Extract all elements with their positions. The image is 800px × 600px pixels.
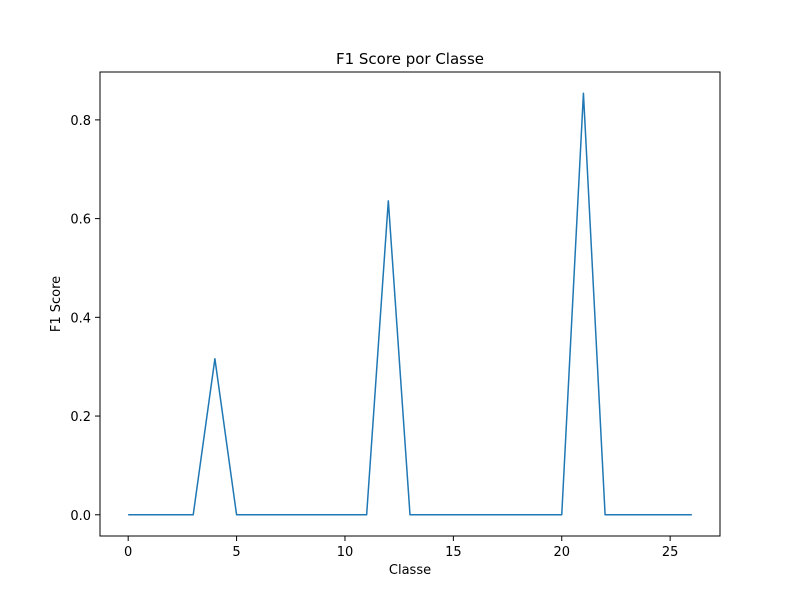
y-tick-label: 0.4 [70,311,91,326]
y-axis-ticks: 0.0 0.2 0.4 0.6 0.8 [70,114,100,524]
y-tick-label: 0.8 [70,114,91,129]
x-tick-label: 25 [662,545,679,560]
series-layer [128,92,692,516]
x-axis-label: Classe [389,563,431,578]
chart-title: F1 Score por Classe [336,50,484,68]
x-tick-label: 0 [124,545,132,560]
y-axis-label: F1 Score [49,276,64,332]
x-tick-label: 10 [337,545,354,560]
x-axis-ticks: 0 5 10 15 20 25 [124,536,678,560]
y-tick-label: 0.2 [70,410,91,425]
plot-frame [99,71,721,537]
y-tick-label: 0.0 [70,509,91,524]
x-tick-label: 15 [445,545,462,560]
x-tick-label: 5 [232,545,240,560]
x-tick-label: 20 [553,545,570,560]
series-line [128,92,692,516]
y-tick-label: 0.6 [70,213,91,228]
plot-background [100,72,720,536]
